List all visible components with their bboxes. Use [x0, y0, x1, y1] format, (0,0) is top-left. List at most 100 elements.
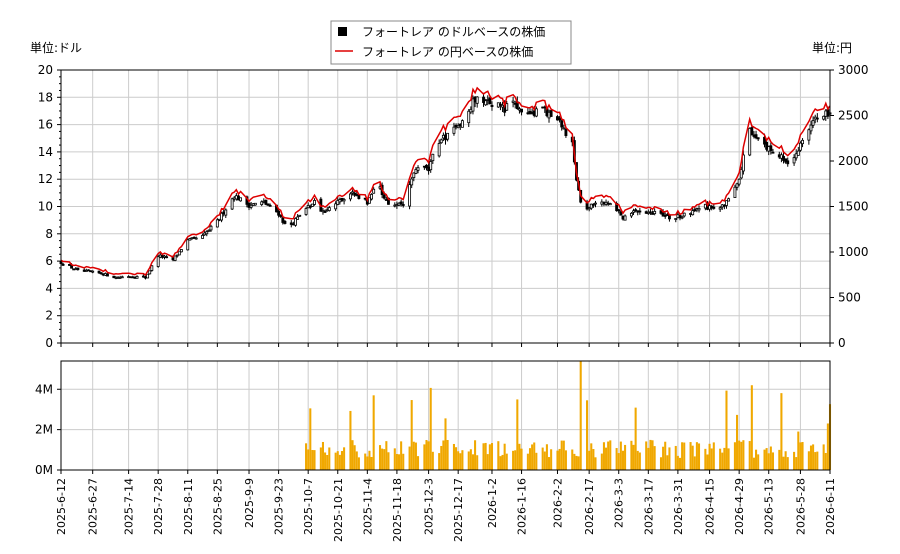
volume-bar: [564, 450, 567, 470]
volume-bar: [710, 448, 713, 470]
volume-bar: [799, 442, 802, 470]
candle-body: [653, 210, 657, 215]
left-tick-label: 0: [45, 336, 53, 350]
right-tick-label: 0: [838, 336, 846, 350]
volume-tick-label: 0M: [35, 463, 53, 477]
x-tick-label: 2026-3-3: [613, 478, 626, 528]
candle-body: [194, 237, 198, 240]
volume-bar: [514, 450, 517, 470]
candle-body: [224, 209, 228, 216]
volume-bar: [809, 445, 813, 470]
candle-body: [623, 215, 627, 221]
volume-bar: [488, 444, 491, 470]
volume-bar: [664, 441, 667, 470]
candle-body: [619, 211, 623, 216]
x-tick-label: 2025-6-12: [55, 478, 68, 535]
volume-bar: [512, 450, 515, 470]
volume-bar: [412, 441, 415, 470]
candle-body: [296, 216, 300, 220]
right-tick-label: 1500: [838, 200, 869, 214]
volume-bar: [476, 455, 479, 470]
candle-body: [323, 211, 327, 213]
volume-bar: [721, 452, 724, 470]
volume-bar: [370, 456, 373, 470]
volume-bar: [674, 445, 677, 470]
volume-bar: [531, 444, 534, 470]
volume-bar: [528, 448, 532, 470]
volume-bar: [740, 441, 743, 470]
candle-body: [482, 96, 485, 103]
volume-bar: [695, 442, 698, 470]
candle-body: [822, 115, 826, 120]
x-tick-label: 2025-7-28: [152, 478, 165, 535]
volume-bar: [767, 453, 770, 470]
volume-bar: [691, 445, 694, 470]
candle-body: [815, 117, 819, 120]
legend-usd-marker: [338, 27, 347, 36]
volume-bar: [505, 453, 508, 470]
x-tick-label: 2025-11-18: [391, 478, 404, 542]
candle-body: [769, 145, 773, 152]
x-tick-label: 2026-5-13: [763, 478, 776, 535]
candle-body: [560, 120, 564, 128]
candle-body: [498, 103, 502, 106]
volume-bar: [338, 454, 341, 470]
candle-body: [239, 197, 243, 202]
candle-body: [807, 129, 811, 141]
candle-body: [97, 270, 101, 274]
volume-bar: [645, 441, 648, 470]
volume-bar: [378, 445, 382, 470]
volume-bar: [755, 449, 758, 470]
candle-body: [429, 161, 433, 171]
volume-bar: [340, 451, 344, 470]
left-axis: 0 2 4 6 8 10 12 14 16 18 20: [38, 63, 61, 350]
candle-body: [475, 96, 479, 104]
volume-bar: [748, 441, 751, 470]
candle-body: [416, 167, 420, 171]
volume-bar: [683, 442, 686, 470]
x-tick-label: 2025-7-14: [123, 478, 136, 535]
volume-bar: [668, 447, 671, 470]
volume-bar: [619, 441, 622, 470]
candle-body: [368, 197, 371, 204]
price-grid: [60, 69, 831, 344]
candle-body: [725, 200, 728, 206]
candle-body: [207, 229, 211, 232]
candle-body: [120, 276, 124, 279]
candle-body: [230, 198, 234, 210]
candle-body: [99, 272, 103, 275]
right-axis: 0 500 1000 1500 2000 2500 3000: [830, 63, 869, 350]
x-tick-label: 2025-10-7: [302, 478, 315, 535]
left-tick-label: 2: [45, 309, 53, 323]
x-tick-label: 2026-3-17: [642, 478, 655, 535]
candle-body: [456, 125, 460, 129]
volume-bar: [801, 442, 804, 470]
volume-bar: [319, 447, 322, 470]
volume-bar: [547, 457, 551, 470]
volume-bar: [676, 455, 679, 470]
candle-body: [399, 201, 403, 205]
volume-bar: [425, 440, 428, 470]
volume-bar: [586, 400, 589, 470]
right-unit-label: 単位:円: [812, 40, 852, 55]
volume-bar: [822, 444, 825, 470]
volume-bar: [704, 448, 707, 470]
volume-bar: [305, 443, 308, 470]
volume-bar: [647, 447, 650, 470]
volume-bar: [727, 448, 730, 470]
candle-body: [175, 254, 179, 257]
candle-body: [372, 188, 376, 194]
candle-body: [471, 98, 475, 112]
candle-body: [334, 203, 338, 210]
candle-body: [756, 137, 760, 140]
right-tick-label: 3000: [838, 63, 869, 77]
x-tick-label: 2025-12-3: [423, 478, 436, 535]
candle-body: [558, 117, 562, 121]
left-tick-label: 6: [45, 254, 53, 268]
candle-body: [327, 207, 331, 211]
candle-body: [786, 160, 790, 165]
candle-body: [148, 270, 152, 275]
candle-body: [739, 169, 743, 179]
volume-bar: [503, 443, 506, 470]
